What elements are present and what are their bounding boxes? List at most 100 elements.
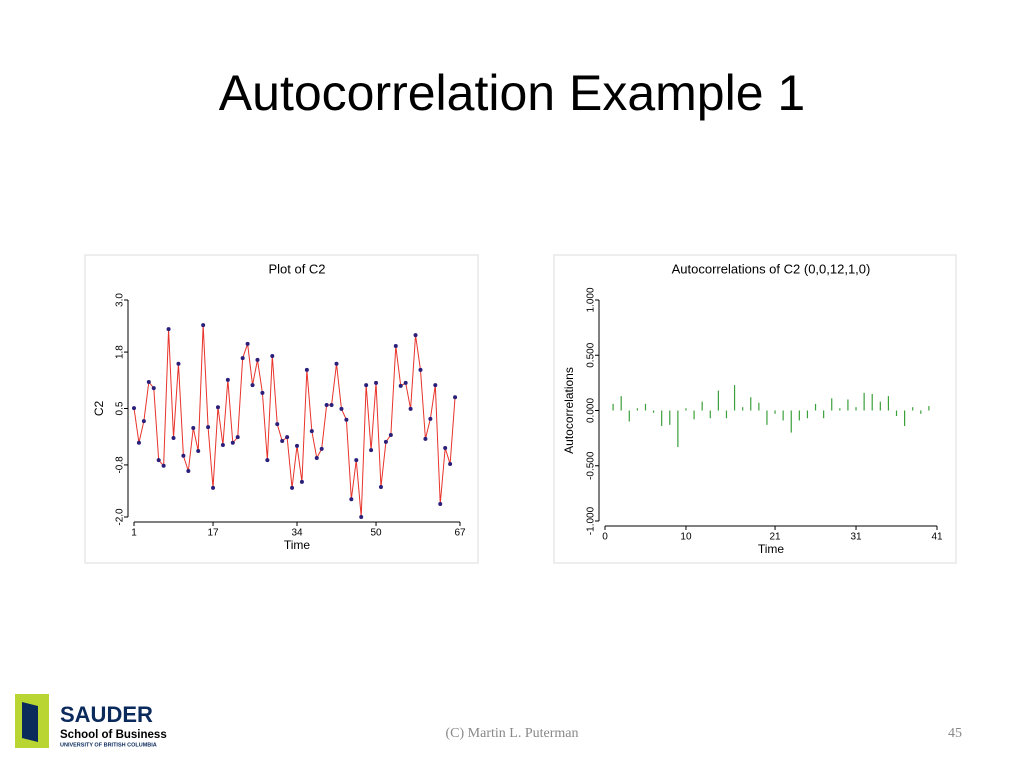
x-tick-label: 41 xyxy=(931,532,943,543)
data-point xyxy=(235,435,240,440)
footer-credit: (C) Martin L. Puterman xyxy=(446,726,579,741)
page-number: 45 xyxy=(948,726,962,741)
data-point xyxy=(393,344,398,349)
data-point xyxy=(398,383,403,388)
data-point xyxy=(314,455,319,460)
data-point xyxy=(181,453,186,458)
data-point xyxy=(418,367,423,372)
y-tick-label: -0.500 xyxy=(586,451,597,480)
data-point xyxy=(408,406,413,411)
data-point xyxy=(196,449,201,454)
chart-frame xyxy=(84,254,479,564)
data-point xyxy=(136,440,141,445)
data-point xyxy=(359,515,364,519)
data-point xyxy=(151,386,156,391)
data-point xyxy=(280,439,285,444)
data-point xyxy=(141,419,146,424)
y-tick-label: -0.8 xyxy=(115,456,126,474)
y-tick-label: 0.5 xyxy=(115,401,126,415)
data-point xyxy=(403,380,408,385)
data-point xyxy=(265,458,270,463)
logo: SAUDER School of Business UNIVERSITY OF … xyxy=(15,694,167,748)
y-axis-label: C2 xyxy=(92,401,106,417)
data-point xyxy=(448,462,453,467)
y-tick-label: 0.000 xyxy=(586,398,597,423)
data-point xyxy=(304,367,309,372)
data-point xyxy=(309,429,314,434)
data-point xyxy=(255,357,260,362)
data-point xyxy=(319,446,324,451)
data-point xyxy=(275,422,280,427)
data-point xyxy=(443,445,448,450)
data-point xyxy=(339,406,344,411)
data-point xyxy=(388,432,393,437)
data-point xyxy=(186,468,191,473)
y-tick-label: -2.0 xyxy=(115,508,126,526)
data-point xyxy=(344,417,349,422)
y-tick-label: 1.8 xyxy=(115,345,126,359)
data-point xyxy=(364,383,369,388)
data-point xyxy=(191,426,196,431)
data-point xyxy=(146,380,151,385)
data-point xyxy=(324,403,329,408)
data-point xyxy=(201,323,206,328)
data-point xyxy=(378,485,383,490)
data-point xyxy=(171,436,176,441)
x-tick-label: 21 xyxy=(769,532,781,543)
x-axis-label: Time xyxy=(284,538,311,552)
data-point xyxy=(176,361,181,366)
data-point xyxy=(250,383,255,388)
logo-shape xyxy=(22,702,38,742)
y-axis-label: Autocorrelations xyxy=(562,367,576,454)
data-point xyxy=(383,439,388,444)
data-point xyxy=(161,463,166,468)
data-point xyxy=(334,361,339,366)
data-point xyxy=(349,497,354,502)
x-tick-label: 10 xyxy=(680,532,692,543)
data-point xyxy=(230,440,235,445)
chart-title: Autocorrelations of C2 (0,0,12,1,0) xyxy=(672,261,871,276)
x-tick-label: 17 xyxy=(207,528,219,539)
chart-frame xyxy=(553,254,957,564)
x-tick-label: 31 xyxy=(850,532,862,543)
logo-school: School of Business xyxy=(60,729,167,741)
logo-name: SAUDER xyxy=(60,702,153,727)
data-point xyxy=(240,356,245,361)
data-point xyxy=(245,341,250,346)
data-point xyxy=(270,353,275,358)
data-point xyxy=(166,327,171,332)
data-point xyxy=(453,395,458,400)
data-point xyxy=(211,485,216,490)
data-point xyxy=(438,501,443,506)
data-point xyxy=(295,443,299,448)
x-tick-label: 50 xyxy=(370,528,382,539)
data-point xyxy=(423,436,428,441)
data-point xyxy=(433,383,438,388)
x-tick-label: 34 xyxy=(291,528,303,539)
data-point xyxy=(299,479,304,484)
data-point xyxy=(369,448,374,453)
data-point xyxy=(329,403,334,408)
data-point xyxy=(215,405,220,410)
x-tick-label: 1 xyxy=(131,528,137,539)
data-point xyxy=(374,380,379,385)
data-point xyxy=(290,485,295,490)
chart-title: Plot of C2 xyxy=(268,261,325,276)
y-tick-label: 3.0 xyxy=(115,293,126,307)
x-tick-label: 0 xyxy=(602,532,608,543)
data-point xyxy=(285,435,290,440)
data-point xyxy=(225,377,230,382)
x-tick-label: 67 xyxy=(454,528,466,539)
y-tick-label: 1.000 xyxy=(586,287,597,312)
data-point xyxy=(413,333,418,338)
x-axis-label: Time xyxy=(758,542,785,556)
data-point xyxy=(156,458,161,463)
data-point xyxy=(132,406,136,411)
data-point xyxy=(260,390,265,395)
logo-university: UNIVERSITY OF BRITISH COLUMBIA xyxy=(60,742,157,748)
slide-title: Autocorrelation Example 1 xyxy=(219,65,805,121)
y-tick-label: -1.000 xyxy=(586,506,597,535)
data-point xyxy=(428,416,433,421)
y-tick-label: 0.500 xyxy=(586,342,597,367)
